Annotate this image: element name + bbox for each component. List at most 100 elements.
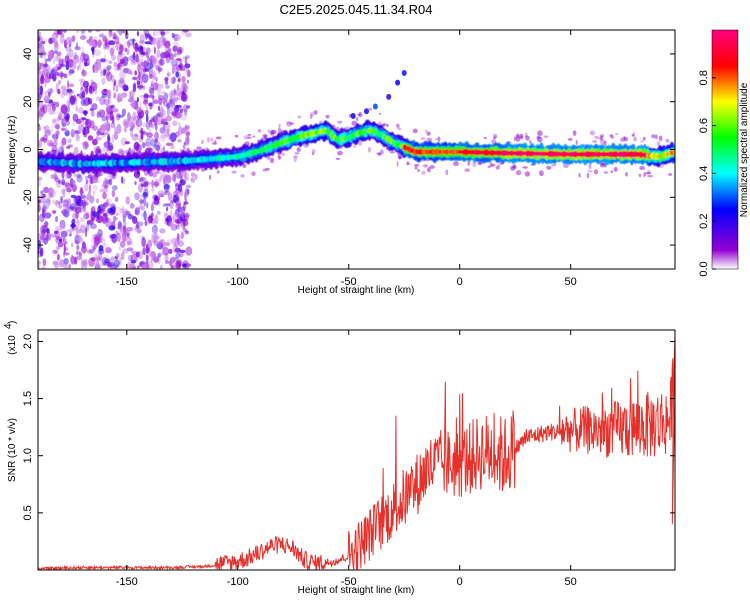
noise-point xyxy=(62,188,66,198)
noise-point xyxy=(53,173,58,178)
noise-point xyxy=(164,80,169,85)
noise-point xyxy=(174,181,180,187)
noise-point xyxy=(183,104,186,112)
noise-point xyxy=(165,115,173,122)
noise-point xyxy=(65,36,72,46)
noise-point xyxy=(110,264,117,269)
noise-point xyxy=(108,30,113,38)
noise-point xyxy=(133,51,136,61)
noise-point xyxy=(175,224,180,230)
colorbar-label: Normalized spectral amplitude xyxy=(739,82,750,217)
branch-mark xyxy=(350,113,356,119)
noise-point xyxy=(87,97,91,102)
noise-point xyxy=(106,144,114,152)
noise-point xyxy=(58,109,63,120)
colorbar-tick-label: 0.0 xyxy=(698,261,710,276)
noise-point xyxy=(43,186,50,194)
noise-point xyxy=(104,184,109,190)
noise-point xyxy=(642,136,646,141)
noise-point xyxy=(132,82,137,93)
noise-point xyxy=(152,70,156,81)
noise-point xyxy=(50,174,55,180)
noise-point xyxy=(111,54,117,61)
noise-point xyxy=(76,65,80,71)
noise-point xyxy=(163,126,167,130)
noise-point xyxy=(121,205,125,213)
noise-point xyxy=(157,105,161,111)
noise-point xyxy=(38,215,42,221)
noise-point xyxy=(111,134,115,143)
noise-point xyxy=(297,115,302,119)
noise-point xyxy=(172,97,178,102)
noise-point xyxy=(126,232,130,238)
noise-point xyxy=(178,64,182,68)
noise-point xyxy=(54,39,59,48)
noise-point xyxy=(150,39,156,45)
noise-point xyxy=(119,150,126,155)
noise-point xyxy=(82,53,90,62)
x-tick-label: 0 xyxy=(457,276,463,288)
noise-point xyxy=(106,112,109,123)
noise-point xyxy=(44,75,51,84)
noise-point xyxy=(69,232,72,237)
noise-point xyxy=(164,203,171,207)
noise-point xyxy=(125,196,130,205)
y-tick-label: 1.0 xyxy=(22,448,34,463)
noise-point xyxy=(119,44,124,53)
noise-point xyxy=(106,198,109,206)
noise-point xyxy=(56,30,63,35)
noise-point xyxy=(182,30,189,33)
noise-point xyxy=(180,46,184,54)
noise-point xyxy=(491,139,497,145)
noise-point xyxy=(182,55,186,60)
noise-point xyxy=(124,141,130,145)
noise-point xyxy=(335,157,341,160)
noise-point xyxy=(76,245,80,250)
noise-point xyxy=(382,122,386,127)
noise-point xyxy=(130,61,137,65)
noise-point xyxy=(68,263,71,269)
noise-point xyxy=(186,147,190,153)
noise-point xyxy=(104,258,110,264)
noise-point xyxy=(182,203,187,212)
noise-point xyxy=(173,52,177,58)
noise-point xyxy=(52,73,57,82)
noise-point xyxy=(271,129,277,135)
noise-point xyxy=(212,142,217,145)
noise-point xyxy=(73,52,78,61)
noise-point xyxy=(52,118,57,123)
noise-point xyxy=(155,121,158,131)
noise-point xyxy=(160,134,168,139)
noise-point xyxy=(145,254,149,264)
noise-point xyxy=(184,56,188,65)
noise-point xyxy=(96,110,99,118)
noise-point xyxy=(163,242,171,247)
noise-point xyxy=(50,233,57,238)
noise-point xyxy=(414,164,420,167)
noise-point xyxy=(75,227,80,234)
noise-point xyxy=(84,142,88,148)
noise-point xyxy=(170,256,177,262)
noise-point xyxy=(145,32,148,40)
noise-point xyxy=(143,197,147,207)
noise-point xyxy=(122,84,129,92)
noise-point xyxy=(185,32,192,38)
noise-point xyxy=(151,58,158,65)
noise-point xyxy=(122,211,126,216)
noise-point xyxy=(46,102,52,112)
noise-point xyxy=(137,46,144,53)
x-tick-label: -50 xyxy=(341,276,357,288)
noise-point xyxy=(141,51,148,56)
noise-point xyxy=(137,85,144,89)
noise-point xyxy=(162,38,167,47)
noise-point xyxy=(150,217,156,225)
noise-point xyxy=(136,114,143,120)
noise-point xyxy=(55,176,59,183)
noise-point xyxy=(180,218,187,223)
noise-point xyxy=(105,90,112,95)
noise-point xyxy=(39,247,44,257)
noise-point xyxy=(105,68,111,77)
noise-point xyxy=(121,108,126,116)
noise-point xyxy=(100,58,106,63)
noise-point xyxy=(160,264,163,269)
